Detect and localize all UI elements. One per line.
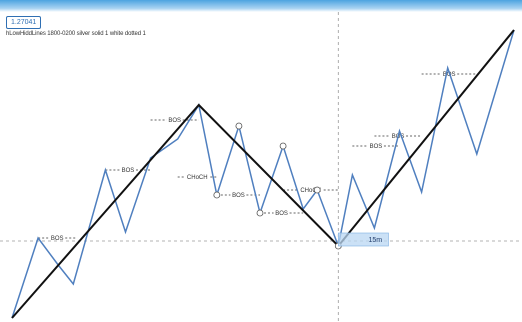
choch-label: CHoCH: [300, 188, 321, 194]
bos-label: BOS: [122, 168, 135, 174]
level-5: BOS: [259, 211, 304, 217]
timeframe-label: 15m: [368, 237, 382, 244]
swing-point-marker: [235, 122, 243, 130]
level-9: BOS: [421, 72, 477, 78]
swing-markers: [213, 122, 342, 250]
bos-label: BOS: [275, 211, 288, 217]
level-2: BOS: [150, 118, 199, 124]
swing-point-marker: [213, 191, 221, 199]
level-6: CHoCH: [283, 188, 339, 194]
price-badge: 1.27041: [6, 16, 42, 29]
timeframe-box: 15m: [337, 232, 389, 247]
level-1: BOS: [105, 168, 151, 174]
swing-point-marker: [256, 209, 264, 217]
level-3: CHoCH: [177, 175, 217, 181]
level-7: BOS: [352, 144, 400, 150]
bos-label: BOS: [370, 144, 383, 150]
crosshair: [0, 12, 522, 322]
zigzag-price-line: [11, 29, 515, 319]
indicator-label: hLowHiddLines 1800-0200 silver solid 1 w…: [6, 31, 146, 37]
top-gradient-bar: [0, 0, 522, 12]
bos-label: BOS: [168, 118, 181, 124]
bos-label: BOS: [51, 236, 64, 242]
trend-line: [11, 29, 515, 319]
choch-label: CHoCH: [187, 175, 208, 181]
level-4: BOS: [216, 193, 260, 199]
bos-label: BOS: [232, 193, 245, 199]
swing-point-marker: [313, 186, 321, 194]
series-lines: [11, 29, 515, 319]
level-0: BOS: [38, 236, 77, 242]
bos-label: BOS: [443, 72, 456, 78]
timeframe-highlight-box: [337, 232, 389, 247]
swing-point-marker: [279, 142, 287, 150]
